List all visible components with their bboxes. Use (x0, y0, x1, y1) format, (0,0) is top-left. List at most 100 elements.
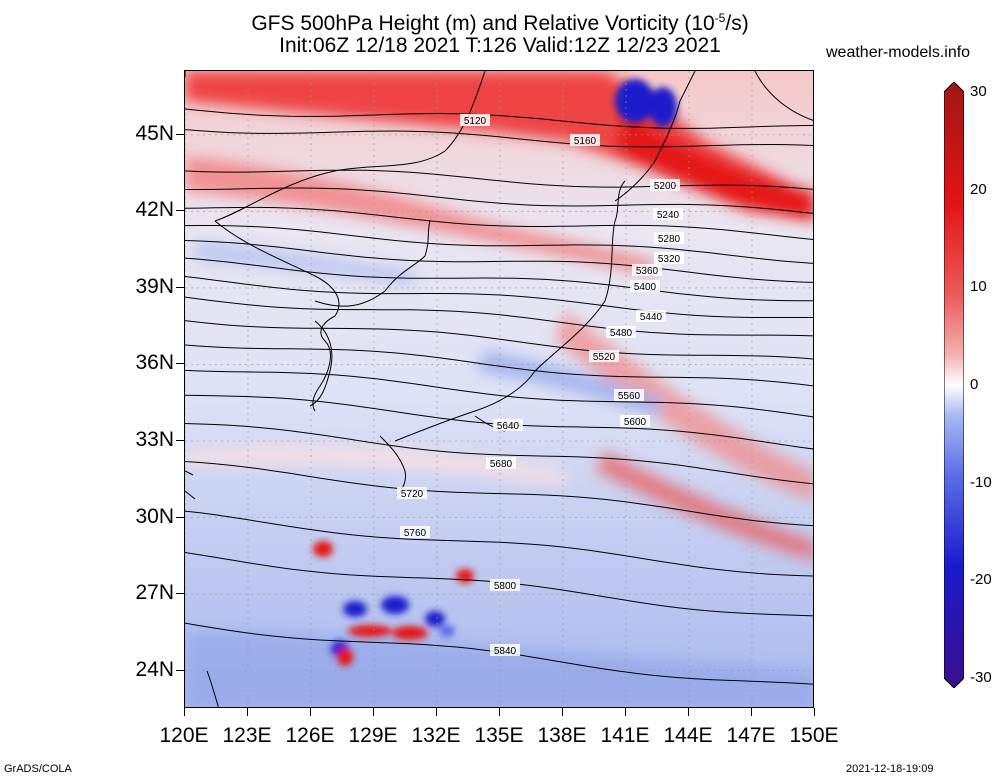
lon-tick-label: 147E (726, 724, 776, 747)
lon-tick-mark (499, 708, 500, 716)
lon-tick-label: 126E (285, 724, 335, 747)
height-contour-line (185, 129, 813, 148)
lon-tick-mark (373, 708, 374, 716)
height-contour-line (185, 344, 813, 387)
height-contour-line (185, 206, 813, 240)
contour-label-background (490, 579, 520, 591)
contour-label-background (460, 114, 490, 126)
contour-label: 5360 (636, 266, 659, 277)
contour-label: 5600 (624, 417, 647, 428)
lon-tick-label: 129E (348, 724, 398, 747)
contour-label-background (400, 526, 430, 538)
height-contour-line (185, 320, 813, 360)
contour-label: 5480 (610, 328, 633, 339)
contour-label-background (493, 419, 523, 431)
contour-label: 5800 (494, 581, 517, 592)
chart-title-line2: Init:06Z 12/18 2021 T:126 Valid:12Z 12/2… (279, 34, 721, 57)
colorbar-label: 20 (970, 180, 987, 198)
lat-tick-mark (176, 516, 184, 518)
title-superscript: -5 (714, 11, 726, 25)
height-contour-line (185, 461, 813, 527)
colorbar-label: -10 (970, 473, 992, 491)
lat-tick-mark (176, 210, 184, 212)
lat-tick-mark (176, 669, 184, 671)
lat-tick-mark (176, 133, 184, 135)
contour-label-background (490, 644, 520, 656)
contour-label: 5120 (464, 116, 487, 127)
contour-label-background (653, 208, 683, 220)
contour-label-background (589, 350, 619, 362)
lon-tick-mark (751, 708, 752, 716)
height-contour-line (185, 369, 813, 418)
contour-label-background (654, 232, 684, 244)
height-contour-line (185, 169, 813, 190)
lon-tick-mark (625, 708, 626, 716)
contour-label-background (620, 415, 650, 427)
lon-tick-mark (310, 708, 311, 716)
colorbar-label: 0 (970, 376, 979, 393)
contour-label: 5240 (657, 210, 680, 221)
contour-label-background (397, 487, 427, 499)
contour-label: 5760 (404, 528, 427, 539)
contour-label-background (606, 326, 636, 338)
contour-label-background (654, 252, 684, 264)
contour-label-background (486, 457, 516, 469)
lon-tick-mark (814, 708, 815, 716)
height-contour-line (185, 240, 813, 283)
lat-tick-mark (176, 286, 184, 288)
contour-label: 5680 (490, 459, 513, 470)
contour-label-background (614, 389, 644, 401)
height-contour-line (185, 510, 813, 577)
colorbar-label: -20 (970, 571, 992, 589)
lon-tick-label: 141E (600, 724, 650, 747)
lat-tick-label: 42N (135, 198, 174, 222)
lat-tick-label: 39N (135, 274, 174, 298)
contour-label: 5320 (658, 254, 681, 265)
height-contour-line (185, 257, 813, 302)
height-contour-line (185, 225, 813, 264)
lat-tick-label: 27N (135, 581, 174, 605)
footer-right: 2021-12-18-19:09 (846, 763, 934, 775)
coastlines (185, 71, 813, 707)
lat-tick-label: 30N (135, 504, 174, 528)
lat-tick-mark (176, 363, 184, 365)
lat-tick-label: 36N (135, 351, 174, 375)
lon-tick-mark (562, 708, 563, 716)
contour-label: 5200 (654, 181, 677, 192)
colorbar (944, 82, 964, 688)
lat-tick-label: 24N (135, 657, 174, 681)
colorbar-label: 30 (970, 83, 987, 100)
contour-label: 5640 (497, 421, 520, 432)
lon-tick-label: 120E (159, 724, 209, 747)
site-label: weather-models.info (826, 44, 971, 61)
contour-label-background (630, 280, 660, 292)
height-contour-line (185, 187, 813, 214)
height-contour-line (185, 276, 813, 318)
vorticity-cells (313, 79, 677, 666)
lat-tick-mark (176, 593, 184, 595)
contour-label-background (650, 179, 680, 191)
lon-tick-mark (247, 708, 248, 716)
lon-tick-mark (436, 708, 437, 716)
contour-label: 5160 (574, 136, 597, 147)
contour-label: 5840 (494, 646, 517, 657)
height-contour-line (185, 296, 813, 337)
lon-tick-label: 138E (537, 724, 587, 747)
contour-label-background (636, 310, 666, 322)
lon-tick-label: 150E (789, 724, 839, 747)
footer-left: GrADS/COLA (4, 763, 72, 775)
lon-tick-mark (688, 708, 689, 716)
height-contour-line (185, 423, 813, 485)
contour-label: 5400 (634, 282, 657, 293)
map-panel: 5120 5160 5200 5240 5280 5320 5360 5400 5440 5480… (184, 70, 814, 708)
lat-tick-label: 45N (135, 121, 174, 145)
lon-tick-label: 135E (474, 724, 524, 747)
lon-tick-label: 123E (222, 724, 272, 747)
contour-label: 5560 (618, 391, 641, 402)
contour-label: 5720 (401, 489, 424, 500)
lat-tick-label: 33N (135, 428, 174, 452)
contour-label: 5520 (593, 352, 616, 363)
contour-label-background (570, 134, 600, 146)
contour-label: 5440 (640, 312, 663, 323)
